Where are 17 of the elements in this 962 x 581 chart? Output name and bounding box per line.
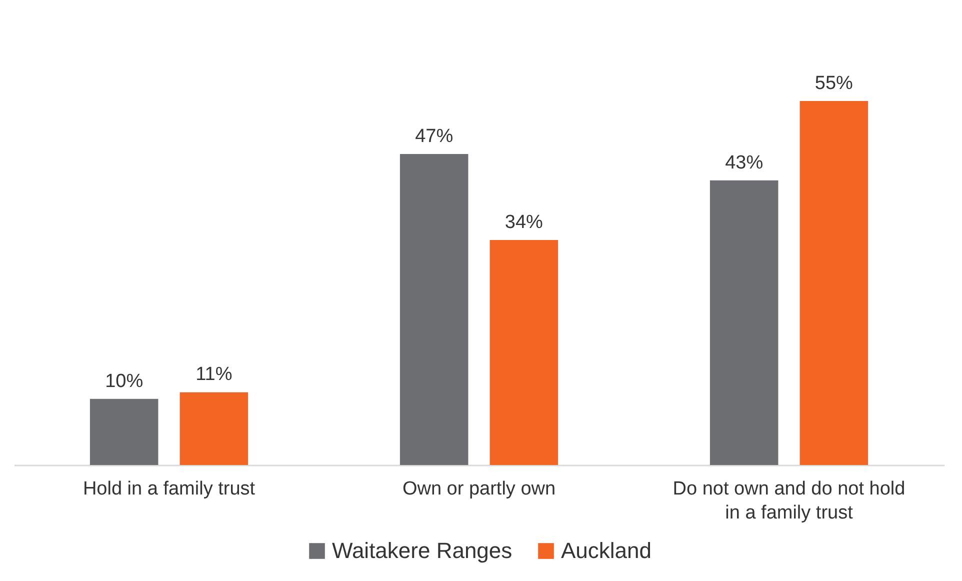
- data-label: 10%: [105, 370, 144, 392]
- bar: [490, 240, 558, 465]
- bar: [180, 392, 248, 465]
- data-label: 55%: [814, 73, 854, 94]
- bar: [90, 398, 158, 465]
- data-label: 47%: [415, 126, 454, 147]
- data-label: 43%: [725, 152, 764, 174]
- data-label: 11%: [196, 364, 232, 386]
- legend-label: Auckland: [561, 538, 652, 563]
- x-tick-label: Do not own and do not hold in a family trust: [672, 478, 906, 524]
- x-tick-label: Own or partly own: [402, 478, 556, 500]
- legend-label: Waitakere Ranges: [332, 538, 512, 563]
- bar: [710, 180, 778, 465]
- bar: [800, 101, 868, 465]
- bar: [400, 154, 468, 465]
- x-tick-label: Hold in a family trust: [82, 478, 256, 500]
- data-label: 34%: [504, 212, 544, 233]
